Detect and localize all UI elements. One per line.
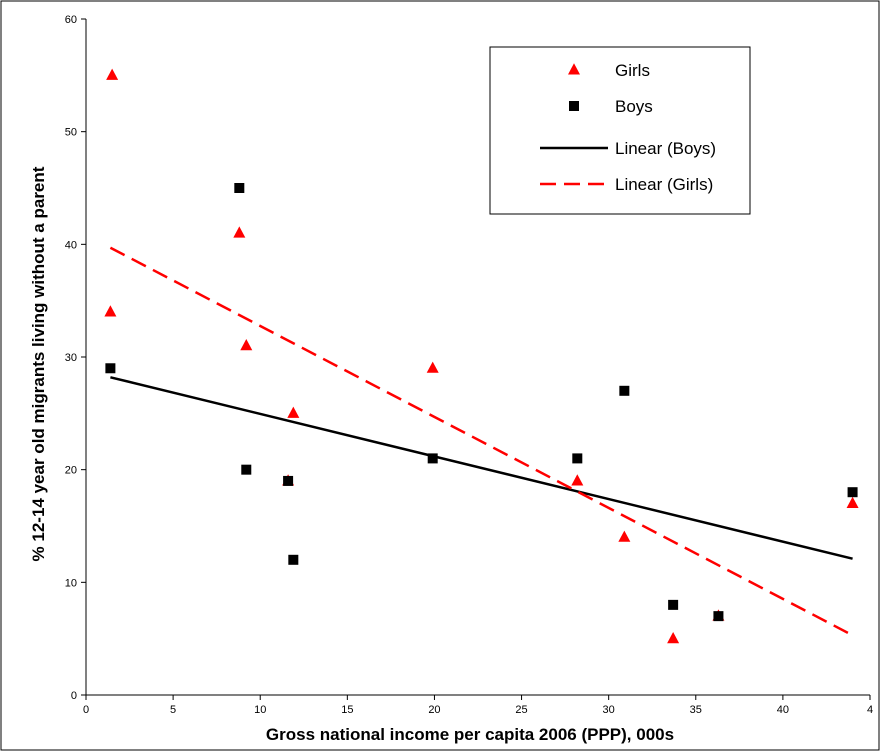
girls-point [240, 339, 253, 351]
y-tick-label: 0 [71, 690, 77, 702]
boys-point [105, 363, 116, 374]
data-points [104, 68, 859, 644]
girls-point [104, 305, 117, 317]
boys-point [288, 554, 299, 565]
x-tick-label: 15 [341, 704, 353, 716]
legend-item-girls: Girls [568, 61, 650, 80]
y-ticks: 0 10 20 30 40 50 60 [65, 14, 86, 702]
legend-item-linear-girls: Linear (Girls) [540, 175, 713, 194]
y-tick-label: 60 [65, 14, 77, 26]
girls-point [106, 68, 119, 80]
girls-point [846, 496, 859, 509]
x-ticks: 0 5 10 15 20 25 30 35 40 4 [83, 695, 873, 716]
boys-point [619, 385, 630, 396]
legend-box [489, 46, 751, 215]
x-tick-label: 0 [83, 704, 89, 716]
x-tick-label: 35 [690, 704, 702, 716]
boys-point [241, 464, 252, 475]
girls-point [667, 631, 680, 644]
x-tick-label: 40 [777, 704, 789, 716]
boys-point [234, 183, 245, 193]
boys-point [668, 599, 679, 610]
y-tick-label: 20 [65, 465, 77, 477]
y-tick-label: 40 [65, 239, 77, 251]
girls-point [426, 361, 439, 373]
girls-point [233, 226, 246, 238]
legend-label: Linear (Boys) [615, 139, 716, 158]
boys-point [427, 453, 438, 464]
x-axis-title: Gross national income per capita 2006 (P… [266, 725, 674, 744]
legend-label: Linear (Girls) [615, 175, 713, 194]
trendlines [109, 246, 854, 637]
trendline-linear-girls [109, 246, 854, 637]
x-tick-label: 20 [428, 704, 440, 716]
legend-girls-symbol [568, 63, 580, 75]
legend-label: Boys [615, 97, 653, 116]
boys-point [847, 487, 858, 498]
boys-point [713, 611, 724, 622]
legend-items: Girls Boys Linear (Boys) Linear (Girls) [540, 61, 716, 194]
y-tick-label: 50 [65, 127, 77, 139]
girls-point [571, 474, 584, 486]
x-tick-label: 10 [254, 704, 266, 716]
x-tick-label: 4 [867, 704, 873, 716]
legend: Girls Boys Linear (Boys) Linear (Girls) [489, 46, 751, 215]
boys-point [572, 453, 583, 464]
x-tick-label: 25 [515, 704, 527, 716]
y-axis-title: % 12-14 year old migrants living without… [29, 166, 48, 561]
legend-boys-symbol [569, 101, 579, 111]
boys-point [283, 475, 294, 486]
x-tick-label: 5 [170, 704, 176, 716]
girls-point [618, 530, 631, 542]
y-tick-label: 30 [65, 352, 77, 364]
trendline-linear-boys [110, 376, 853, 560]
x-tick-label: 30 [603, 704, 615, 716]
legend-item-boys: Boys [569, 97, 653, 116]
legend-label: Girls [615, 61, 650, 80]
legend-item-linear-boys: Linear (Boys) [540, 139, 716, 158]
girls-point [287, 406, 300, 418]
y-tick-label: 10 [65, 577, 77, 589]
